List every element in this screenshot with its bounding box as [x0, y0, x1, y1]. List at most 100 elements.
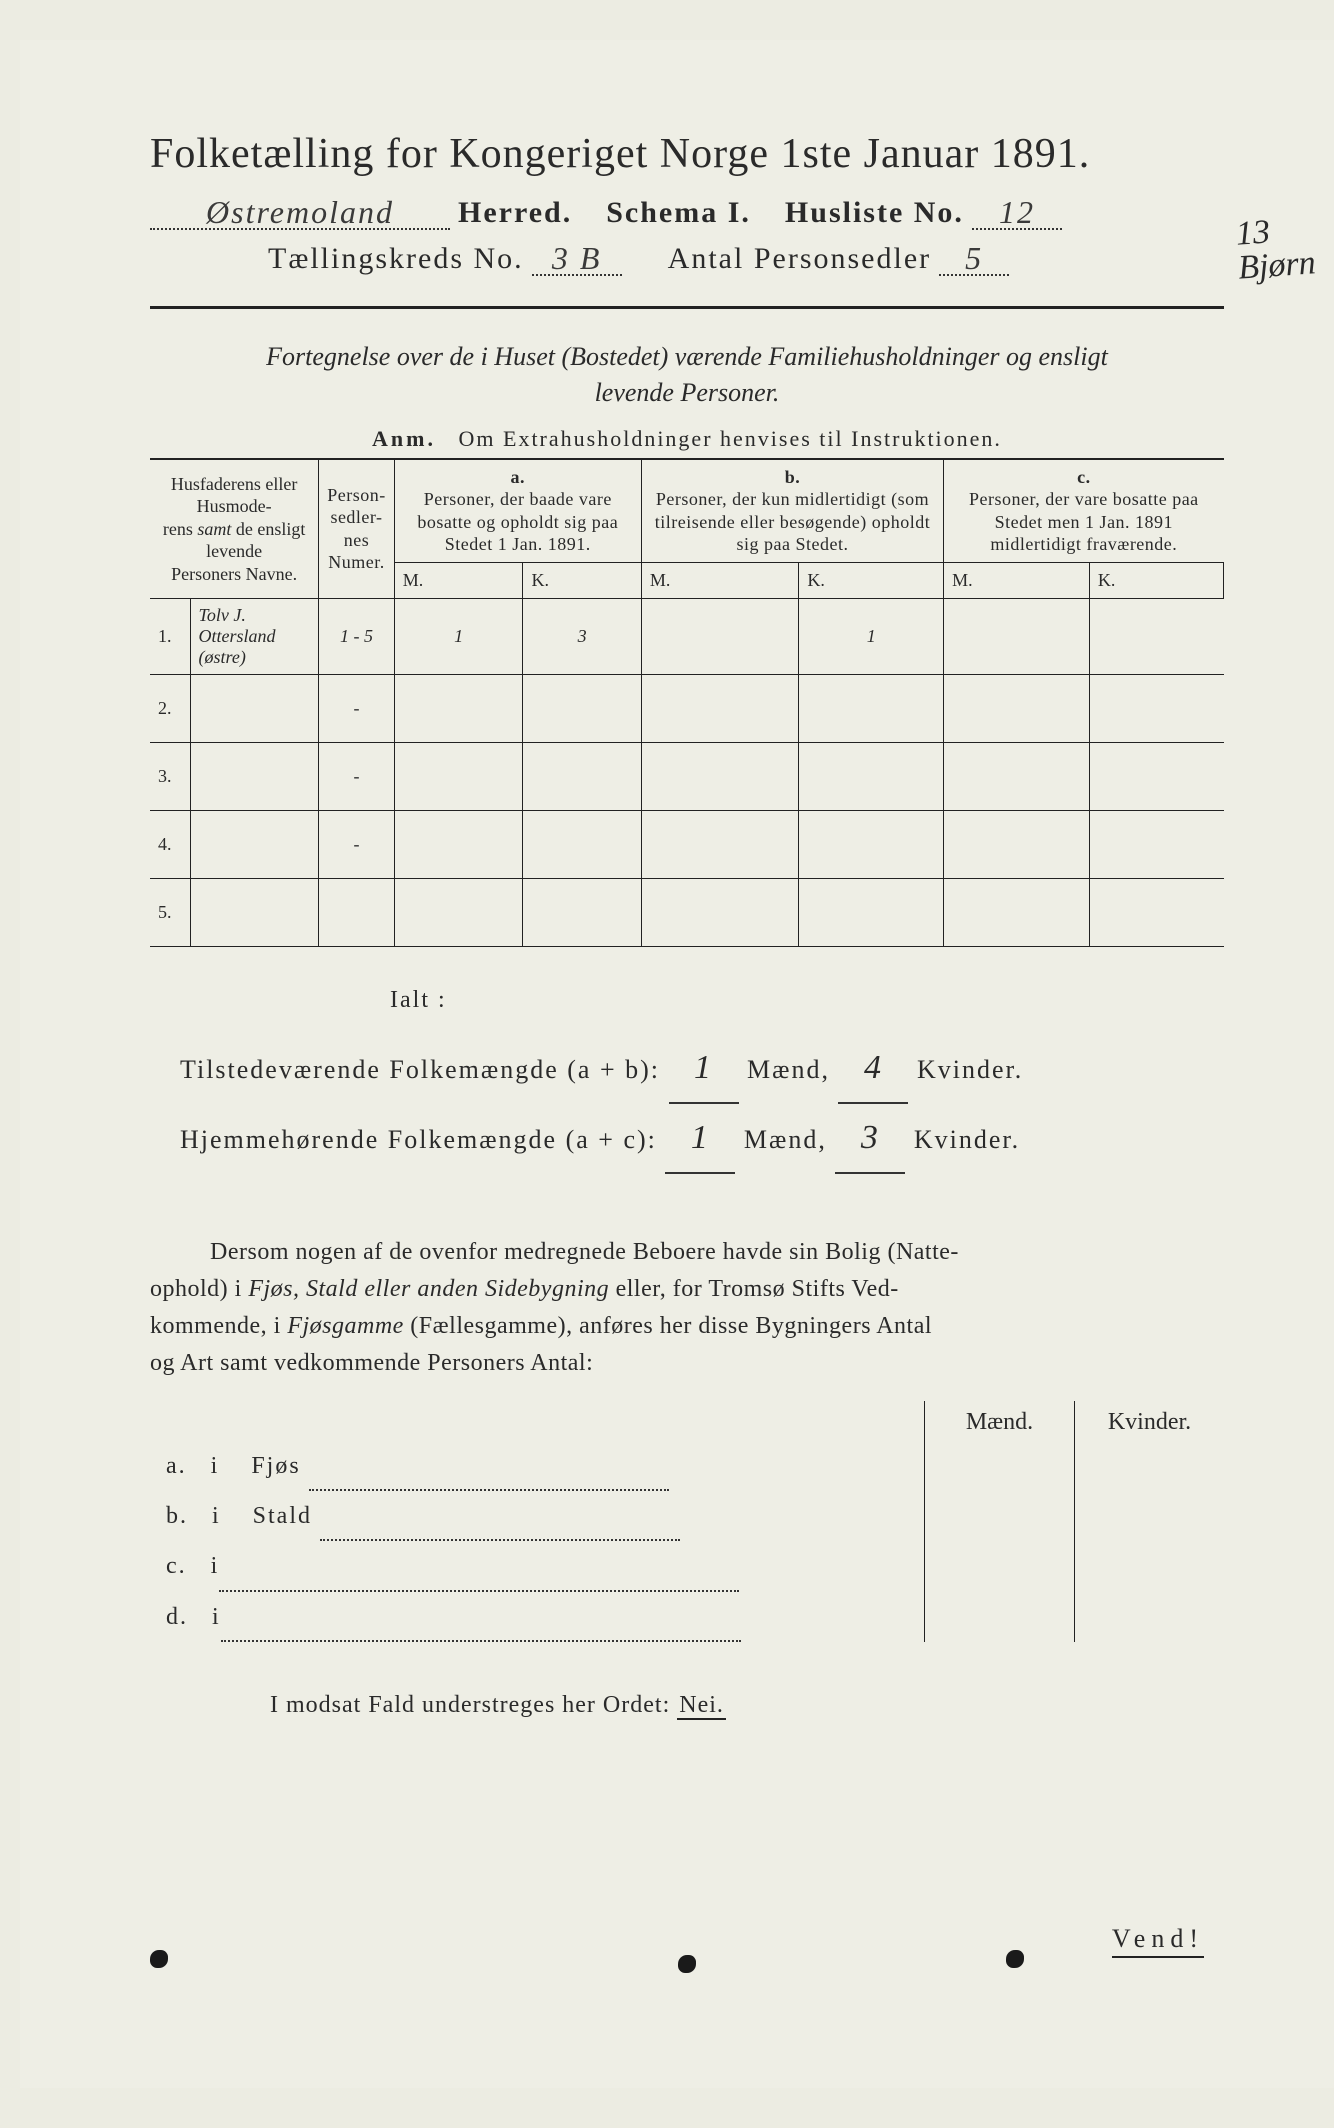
header-line-2: Østremoland Herred. Schema I. Husliste N… [150, 196, 1224, 230]
row-number: 2. [150, 674, 190, 742]
nei-word: Nei. [677, 1692, 726, 1720]
b-k-cell [799, 810, 944, 878]
row-number: 4. [150, 810, 190, 878]
col-b-m: M. [641, 562, 798, 598]
col-head-a: a. Personer, der baade vare bosatte og o… [394, 459, 641, 562]
hjemme-label: Hjemmehørende Folkemængde (a + c): [180, 1125, 657, 1154]
row-number: 3. [150, 742, 190, 810]
b-m-cell [641, 598, 798, 674]
sidebygning-row: b. i Stald [150, 1491, 924, 1541]
divider-1 [150, 306, 1224, 309]
herred-label: Herred. [458, 196, 572, 230]
col-c-m: M. [944, 562, 1090, 598]
table-row: 5. [150, 878, 1224, 946]
census-form-page: 13Bjørn Folketælling for Kongeriget Norg… [20, 40, 1334, 2088]
col-head-name: Husfaderens eller Husmode-rens samt de e… [150, 459, 319, 598]
name-cell [190, 878, 319, 946]
margin-handwritten-note: 13Bjørn [1234, 212, 1316, 285]
a-k-cell [523, 742, 641, 810]
b-k-cell [799, 878, 944, 946]
a-k-cell [523, 878, 641, 946]
name-cell [190, 742, 319, 810]
numer-cell: - [319, 810, 395, 878]
census-table: Husfaderens eller Husmode-rens samt de e… [150, 459, 1224, 947]
intro-text: Fortegnelse over de i Huset (Bostedet) v… [150, 339, 1224, 412]
side-col-maend: Mænd. [925, 1401, 1074, 1643]
table-row: 1.Tolv J. Ottersland (østre)1 - 5131 [150, 598, 1224, 674]
husliste-field: 12 [972, 196, 1062, 230]
a-m-cell [394, 674, 523, 742]
sidebygning-row: d. i [150, 1592, 924, 1642]
c-m-cell [944, 598, 1090, 674]
b-k-cell [799, 674, 944, 742]
name-cell [190, 810, 319, 878]
tilstede-maend: 1 [669, 1034, 739, 1104]
col-head-c: c. Personer, der vare bosatte paa Stedet… [944, 459, 1224, 562]
a-k-cell: 3 [523, 598, 641, 674]
table-row: 4. - [150, 810, 1224, 878]
b-m-cell [641, 810, 798, 878]
row-number: 5. [150, 878, 190, 946]
row-number: 1. [150, 598, 190, 674]
a-k-cell [523, 810, 641, 878]
numer-cell: - [319, 674, 395, 742]
hjemme-kvinder: 3 [835, 1104, 905, 1174]
numer-cell: 1 - 5 [319, 598, 395, 674]
a-m-cell: 1 [394, 598, 523, 674]
col-head-b: b. Personer, der kun midlertidigt (som t… [641, 459, 943, 562]
table-row: 2. - [150, 674, 1224, 742]
col-a-m: M. [394, 562, 523, 598]
antal-label: Antal Personsedler [668, 242, 931, 276]
page-title: Folketælling for Kongeriget Norge 1ste J… [150, 130, 1224, 178]
c-m-cell [944, 810, 1090, 878]
kreds-label: Tællingskreds No. [268, 242, 524, 276]
hole-punch-icon [150, 1950, 168, 1968]
vend-label: Vend! [1112, 1924, 1204, 1958]
totals-block: Tilstedeværende Folkemængde (a + b): 1 M… [180, 1034, 1224, 1174]
table-row: 3. - [150, 742, 1224, 810]
side-col-kvinder: Kvinder. [1074, 1401, 1224, 1643]
schema-label: Schema I. [606, 196, 751, 230]
husliste-label: Husliste No. [785, 196, 964, 230]
name-cell [190, 674, 319, 742]
a-k-cell [523, 674, 641, 742]
c-m-cell [944, 674, 1090, 742]
sidebygning-row: a. i Fjøs [150, 1441, 924, 1491]
header-line-3: Tællingskreds No. 3 B Antal Personsedler… [150, 242, 1224, 276]
c-k-cell [1089, 878, 1223, 946]
hjemme-maend: 1 [665, 1104, 735, 1174]
ialt-label: Ialt : [390, 987, 1224, 1014]
numer-cell [319, 878, 395, 946]
sidebygning-row: c. i [150, 1541, 924, 1591]
c-k-cell [1089, 742, 1223, 810]
a-m-cell [394, 742, 523, 810]
c-k-cell [1089, 810, 1223, 878]
col-b-k: K. [799, 562, 944, 598]
hole-punch-icon [678, 1955, 696, 1973]
b-m-cell [641, 674, 798, 742]
c-k-cell [1089, 598, 1223, 674]
name-cell: Tolv J. Ottersland (østre) [190, 598, 319, 674]
a-m-cell [394, 878, 523, 946]
sidebygning-table: a. i Fjøs b. i Stald c. i d. i Mænd. Kvi… [150, 1401, 1224, 1643]
b-k-cell [799, 742, 944, 810]
sidebygning-paragraph: Dersom nogen af de ovenfor medregnede Be… [150, 1234, 1224, 1383]
modsat-line: I modsat Fald understreges her Ordet: Ne… [270, 1692, 1224, 1719]
kreds-field: 3 B [532, 242, 622, 276]
antal-field: 5 [939, 242, 1009, 276]
numer-cell: - [319, 742, 395, 810]
tilstede-kvinder: 4 [838, 1034, 908, 1104]
c-m-cell [944, 878, 1090, 946]
herred-field: Østremoland [150, 196, 450, 230]
col-head-numer: Person-sedler-nesNumer. [319, 459, 395, 598]
hole-punch-icon [1006, 1950, 1024, 1968]
anm-line: Anm. Om Extrahusholdninger henvises til … [150, 426, 1224, 452]
b-m-cell [641, 742, 798, 810]
c-m-cell [944, 742, 1090, 810]
c-k-cell [1089, 674, 1223, 742]
tilstede-label: Tilstedeværende Folkemængde (a + b): [180, 1055, 660, 1084]
b-m-cell [641, 878, 798, 946]
a-m-cell [394, 810, 523, 878]
b-k-cell: 1 [799, 598, 944, 674]
col-c-k: K. [1089, 562, 1223, 598]
